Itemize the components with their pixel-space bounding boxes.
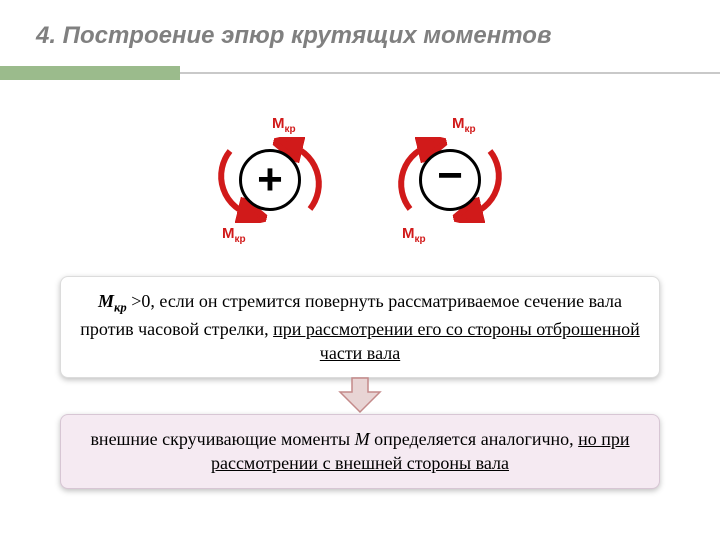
symbol-minus-group: Mкр − — [380, 115, 520, 245]
arrow-down-icon — [338, 376, 382, 414]
arrow-shape — [340, 378, 380, 412]
box1-underlined: при рассмотрении его со стороны отброшен… — [273, 319, 640, 363]
symbol-plus-group: Mкр + — [200, 115, 340, 245]
accent-line — [180, 72, 720, 74]
box2-text1: внешние скручивающие моменты — [90, 429, 354, 449]
circle-plus: + — [239, 149, 301, 211]
label-mkr-top-right: Mкр — [452, 115, 476, 135]
minus-sign: − — [437, 154, 463, 198]
symbol-minus-core: − — [394, 137, 506, 223]
box2-text2: определяется аналогично, — [370, 429, 579, 449]
symbol-plus-core: + — [214, 137, 326, 223]
rule-box-1: Mкр >0, если он стремится повернуть расс… — [60, 276, 660, 378]
label-mkr-top-left: Mкр — [272, 115, 296, 135]
circle-minus: − — [419, 149, 481, 211]
slide: 4. Построение эпюр крутящих моментов Mкр — [0, 0, 720, 540]
accent-bar — [0, 66, 180, 80]
label-mkr-bottom-left: Mкр — [222, 225, 246, 245]
slide-title: 4. Построение эпюр крутящих моментов — [36, 22, 684, 50]
diagram-area: Mкр + — [0, 110, 720, 250]
mkr-gt-zero: Mкр — [98, 291, 127, 311]
plus-sign: + — [257, 158, 283, 202]
rule-box-2: внешние скручивающие моменты M определяе… — [60, 414, 660, 489]
label-mkr-bottom-right: Mкр — [402, 225, 426, 245]
outer-m: M — [355, 429, 370, 449]
